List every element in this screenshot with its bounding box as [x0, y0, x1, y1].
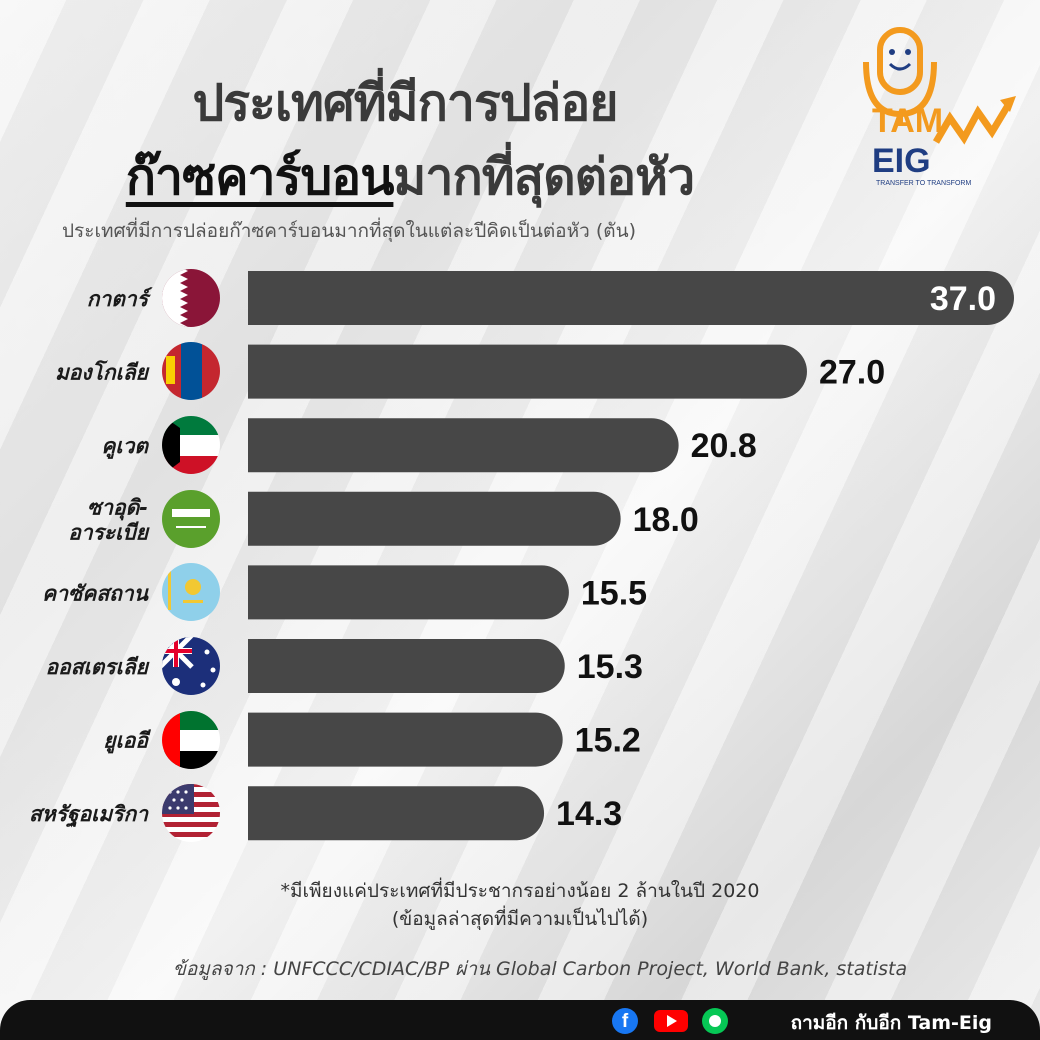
source-text: ข้อมูลจาก : UNFCCC/CDIAC/BP ผ่าน Global … — [172, 958, 908, 980]
value-label: 27.0 — [819, 354, 885, 392]
logo-text-bottom: EIG — [872, 142, 931, 180]
line-icon[interactable] — [702, 1008, 728, 1034]
uae-flag — [162, 711, 220, 769]
value-label: 18.0 — [633, 501, 699, 539]
saudi-arabia-flag — [162, 490, 220, 548]
value-label: 20.8 — [691, 427, 757, 465]
title-highlight: ก๊าซคาร์บอน — [125, 148, 395, 206]
bar — [248, 565, 569, 620]
youtube-icon[interactable] — [654, 1010, 688, 1032]
subtitle: ประเทศที่มีการปล่อยก๊าซคาร์บอนมากที่สุดใ… — [62, 220, 636, 242]
footer-bar: f ถามอีก กับอีก Tam-Eig — [0, 1000, 1040, 1040]
bar — [248, 639, 565, 693]
bar — [248, 712, 563, 767]
category-labels-group: กาตาร์มองโกเลียคูเวตซาอุดิ-อาระเบียคาซัค… — [29, 287, 153, 828]
microphone-logo-icon — [863, 27, 1016, 145]
title-line-1: ประเทศที่มีการปล่อย — [192, 74, 618, 132]
category-label: มองโกเลีย — [55, 360, 150, 385]
category-label: ออสเตรเลีย — [46, 655, 150, 679]
category-label: คาซัคสถาน — [42, 581, 149, 605]
bar — [248, 418, 679, 473]
logo-tagline: TRANSFER TO TRANSFORM — [876, 180, 972, 187]
category-label: คูเวต — [101, 434, 149, 459]
qatar-flag — [162, 269, 220, 327]
value-label: 15.2 — [575, 722, 641, 760]
footnote-line-2: (ข้อมูลล่าสุดที่มีความเป็นไปได้) — [391, 908, 649, 930]
title-rest: มากที่สุดต่อหัว — [393, 148, 695, 206]
value-label: 15.5 — [581, 574, 647, 612]
footer-brand: ถามอีก กับอีก Tam-Eig — [790, 1012, 992, 1034]
bar — [248, 786, 545, 841]
mongolia-flag — [162, 342, 220, 400]
value-label: 14.3 — [556, 795, 622, 833]
value-label: 37.0 — [930, 280, 996, 318]
usa-flag — [162, 784, 220, 842]
kuwait-flag — [162, 416, 220, 474]
bars-group — [248, 271, 1014, 841]
value-labels-group: 37.0 27.0 20.8 18.0 15.5 15.3 15.2 14.3 — [556, 280, 996, 833]
facebook-icon[interactable]: f — [612, 1008, 638, 1034]
title-line-2: ก๊าซคาร์บอนมากที่สุดต่อหัว — [0, 138, 820, 217]
category-label: ซาอุดิ-อาระเบีย — [68, 495, 149, 544]
value-label: 15.3 — [577, 648, 643, 686]
bar-chart: กาตาร์มองโกเลียคูเวตซาอุดิ-อาระเบียคาซัค… — [29, 269, 1014, 842]
category-label: ยูเออี — [103, 729, 152, 754]
category-label: กาตาร์ — [87, 287, 153, 311]
bar — [248, 344, 807, 399]
kazakhstan-flag — [162, 563, 220, 621]
logo-text-top: TAM — [872, 102, 944, 140]
category-label: สหรัฐอเมริกา — [29, 802, 149, 828]
bar — [248, 491, 621, 546]
australia-flag — [162, 637, 220, 695]
footnote-line-1: *มีเพียงแค่ประเทศที่มีประชากรอย่างน้อย 2… — [280, 880, 760, 902]
bar — [248, 271, 1014, 325]
